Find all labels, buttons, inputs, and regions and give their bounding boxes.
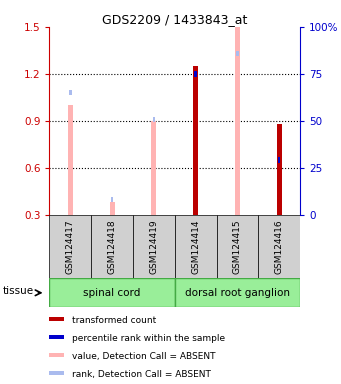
- Bar: [278, 157, 280, 163]
- Bar: [217, 215, 258, 278]
- Bar: [194, 71, 197, 77]
- Bar: [175, 215, 217, 278]
- Text: GSM124416: GSM124416: [275, 219, 284, 274]
- Bar: [48, 316, 63, 321]
- Text: value, Detection Call = ABSENT: value, Detection Call = ABSENT: [72, 352, 216, 361]
- Text: GSM124418: GSM124418: [108, 219, 117, 274]
- Bar: [49, 278, 175, 307]
- Bar: [48, 335, 63, 339]
- Bar: [49, 215, 91, 278]
- Text: GSM124419: GSM124419: [149, 219, 158, 274]
- Bar: [175, 278, 300, 307]
- Bar: [277, 124, 282, 215]
- Bar: [236, 51, 239, 56]
- Text: percentile rank within the sample: percentile rank within the sample: [72, 334, 226, 343]
- Bar: [48, 371, 63, 375]
- Bar: [235, 27, 240, 215]
- Bar: [258, 215, 300, 278]
- Text: GSM124414: GSM124414: [191, 220, 200, 274]
- Text: rank, Detection Call = ABSENT: rank, Detection Call = ABSENT: [72, 371, 211, 379]
- Title: GDS2209 / 1433843_at: GDS2209 / 1433843_at: [102, 13, 248, 26]
- Bar: [109, 202, 115, 215]
- Text: dorsal root ganglion: dorsal root ganglion: [185, 288, 290, 298]
- Text: spinal cord: spinal cord: [84, 288, 141, 298]
- Text: GSM124417: GSM124417: [66, 219, 75, 274]
- Bar: [48, 353, 63, 357]
- Text: GSM124415: GSM124415: [233, 219, 242, 274]
- Bar: [69, 90, 72, 96]
- Bar: [133, 215, 175, 278]
- Bar: [91, 215, 133, 278]
- Bar: [153, 117, 155, 122]
- Bar: [68, 105, 73, 215]
- Text: transformed count: transformed count: [72, 316, 157, 324]
- Bar: [111, 197, 113, 202]
- Bar: [193, 66, 198, 215]
- Text: tissue: tissue: [2, 286, 34, 296]
- Bar: [151, 121, 157, 215]
